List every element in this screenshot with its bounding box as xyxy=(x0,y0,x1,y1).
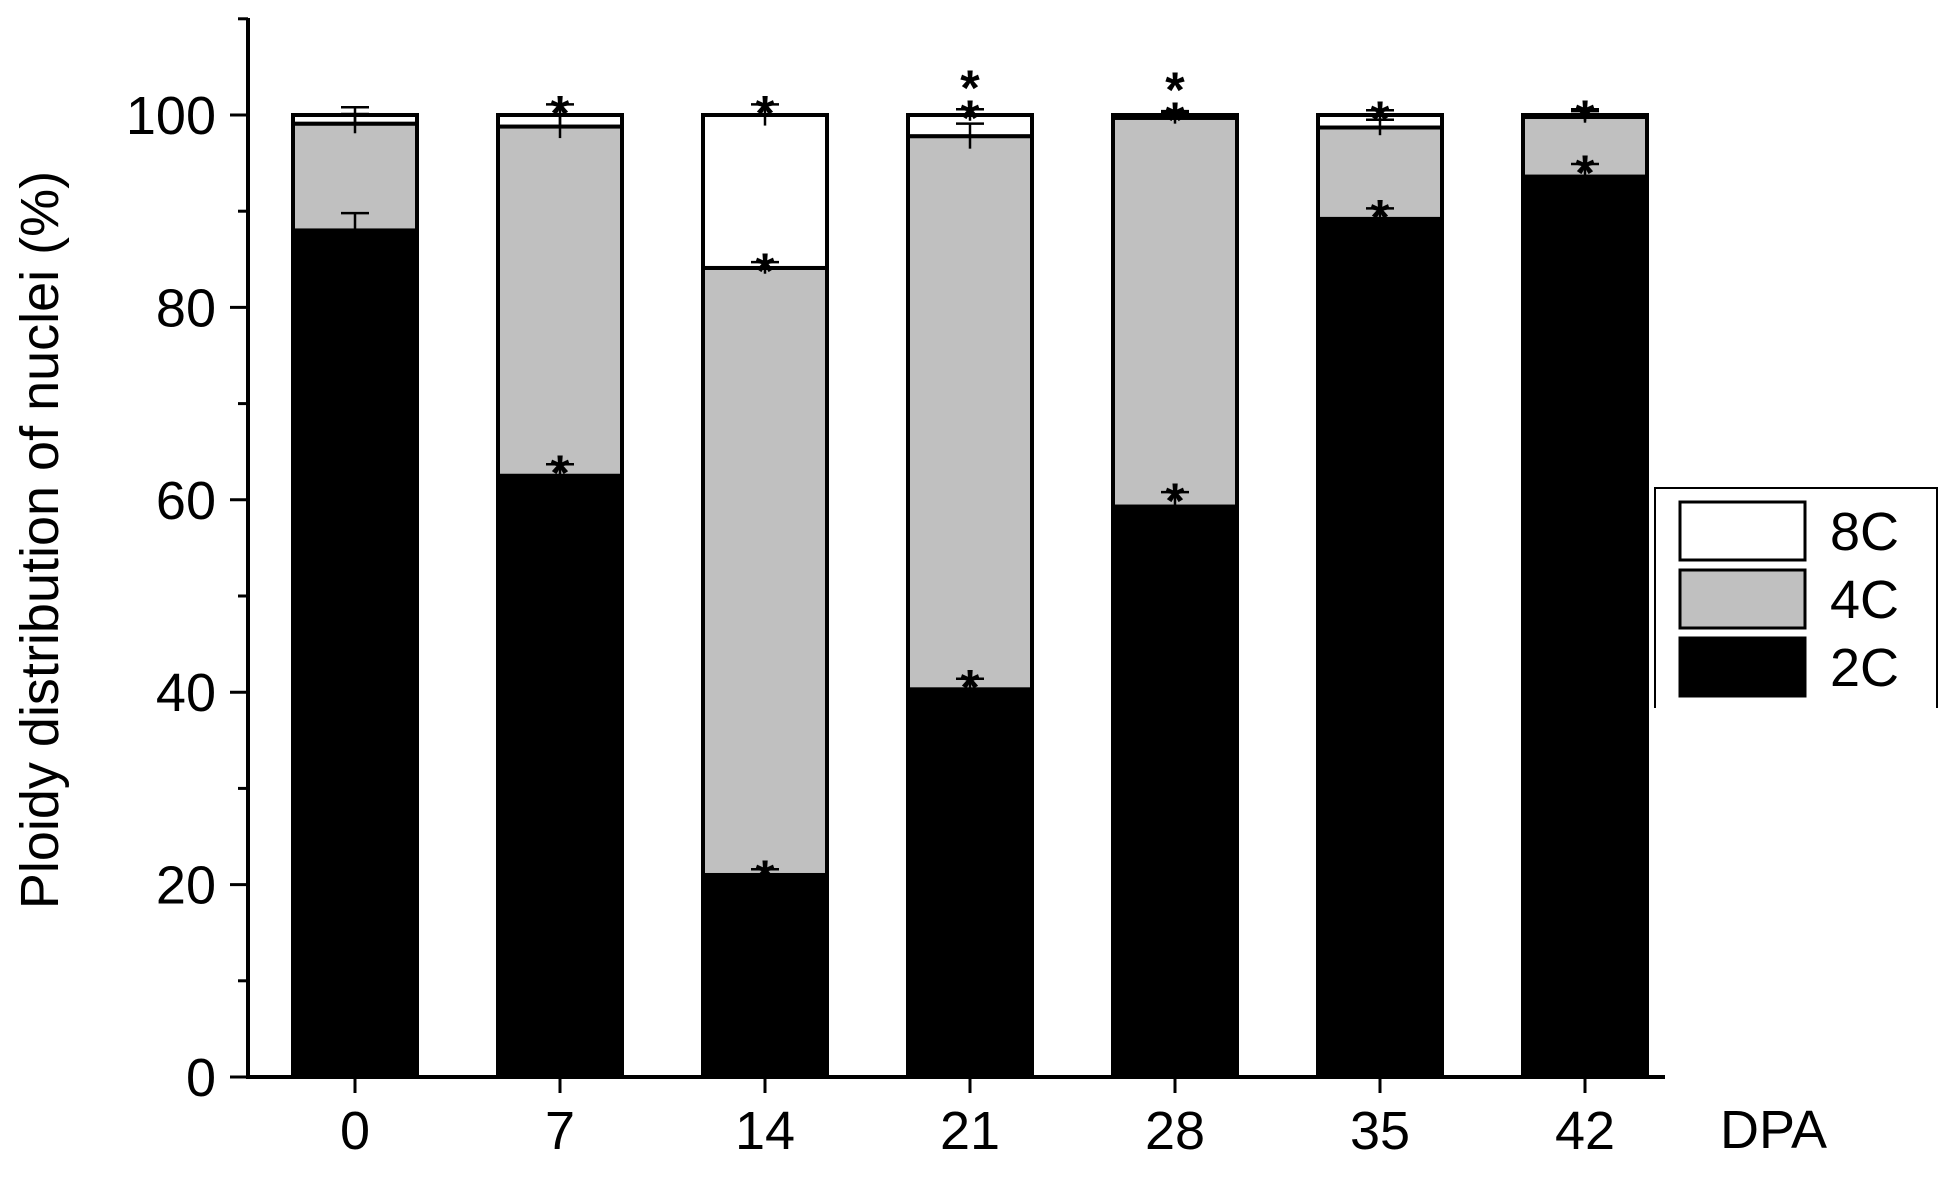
significance-star-2C-35: * xyxy=(1370,189,1390,245)
x-tick-label-14: 14 xyxy=(735,1101,795,1161)
y-tick-label-40: 40 xyxy=(156,663,216,723)
error-bar-8C-28 xyxy=(1161,109,1189,119)
error-bar-8C-21 xyxy=(956,107,984,121)
significance-star-2C-7: * xyxy=(550,445,570,501)
legend-label-2C: 2C xyxy=(1830,638,1899,698)
error-bar-2C-14 xyxy=(751,867,779,881)
significance-star-8C-28: * xyxy=(1165,92,1185,148)
legend-label-4C: 4C xyxy=(1830,570,1899,630)
error-bar-2C-35 xyxy=(1366,207,1394,230)
x-tick-label-35: 35 xyxy=(1350,1101,1410,1161)
bar-2C-0 xyxy=(291,228,419,1079)
significance-star-8C-21: * xyxy=(960,90,980,146)
significance-star-2C-21: * xyxy=(960,660,980,716)
error-bar-8C-7 xyxy=(546,103,574,126)
error-bar-8C-35 xyxy=(1366,108,1394,120)
y-tick-label-60: 60 xyxy=(156,471,216,531)
significance-star-8C-21: * xyxy=(960,60,980,116)
bar-4C-21 xyxy=(906,134,1034,692)
significance-star-8C-7: * xyxy=(550,85,570,141)
error-bar-4C-21 xyxy=(956,122,984,149)
significance-star-8C-42: * xyxy=(1575,90,1595,146)
significance-star-2C-28: * xyxy=(1165,473,1185,529)
bar-4C-14 xyxy=(701,265,829,877)
bar-4C-28 xyxy=(1111,115,1239,509)
significance-star-2C-42: * xyxy=(1575,145,1595,201)
error-bars-group xyxy=(341,103,1599,881)
y-tick-label-80: 80 xyxy=(156,278,216,338)
legend-swatch-2C xyxy=(1678,636,1807,698)
legend-swatch-8C xyxy=(1678,500,1807,562)
bar-8C-14 xyxy=(701,113,829,270)
x-tick-label-28: 28 xyxy=(1145,1101,1205,1161)
error-bar-2C-42 xyxy=(1571,162,1599,190)
significance-markers-group: *************** xyxy=(550,60,1595,906)
error-bar-2C-21 xyxy=(956,677,984,700)
x-tick-label-0: 0 xyxy=(340,1101,370,1161)
error-bar-8C-0 xyxy=(341,106,369,123)
y-tick-label-20: 20 xyxy=(156,856,216,916)
legend-swatch-4C xyxy=(1678,568,1807,630)
legend: 8C 4C 2C xyxy=(1654,487,1938,708)
bar-2C-28 xyxy=(1111,504,1239,1079)
significance-star-4C-14: * xyxy=(755,243,775,299)
significance-star-2C-14: * xyxy=(755,850,775,906)
error-bar-8C-42 xyxy=(1571,107,1599,121)
x-tick-label-42: 42 xyxy=(1555,1101,1615,1161)
x-axis-label: DPA xyxy=(1720,1100,1827,1160)
legend-frame xyxy=(1654,487,1938,708)
bar-2C-42 xyxy=(1521,174,1649,1079)
bar-2C-7 xyxy=(496,473,624,1079)
error-bar-2C-0 xyxy=(341,211,369,248)
error-bar-2C-7 xyxy=(546,462,574,488)
bar-2C-21 xyxy=(906,687,1034,1080)
bar-2C-14 xyxy=(701,872,829,1079)
error-bar-8C-14 xyxy=(751,103,779,126)
bar-2C-35 xyxy=(1316,216,1444,1079)
y-tick-label-0: 0 xyxy=(186,1048,216,1108)
error-bar-4C-14 xyxy=(751,260,779,274)
bar-4C-7 xyxy=(496,124,624,478)
x-tick-label-21: 21 xyxy=(940,1101,1000,1161)
axes-group: 0 20 40 60 80 100 0 7 14 21 28 35 42 xyxy=(126,17,1665,1161)
x-tick-label-7: 7 xyxy=(545,1101,575,1161)
bars-group xyxy=(291,113,1649,1080)
legend-label-8C: 8C xyxy=(1830,502,1899,562)
significance-star-8C-35: * xyxy=(1370,91,1390,147)
significance-star-8C-14: * xyxy=(755,85,775,141)
significance-star-8C-28: * xyxy=(1165,62,1185,118)
error-bar-2C-28 xyxy=(1161,490,1189,521)
y-tick-label-100: 100 xyxy=(126,86,216,146)
y-axis-label: Ploidy distribution of nuclei (%) xyxy=(10,171,70,909)
